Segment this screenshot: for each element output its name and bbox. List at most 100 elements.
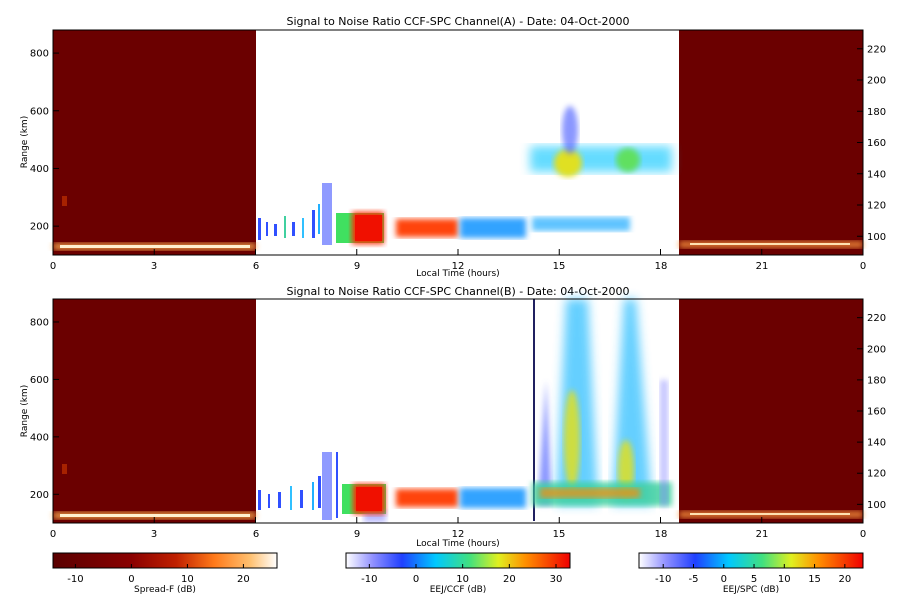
x-tick-label: 12 bbox=[452, 529, 465, 540]
panel-b-x-ticks: 0 3 6 9 12 15 18 21 0 bbox=[50, 529, 866, 540]
y-tick-label-right: 140 bbox=[867, 169, 886, 180]
panel-a-plot bbox=[52, 29, 864, 256]
panel-a-spreadf-band-right-core bbox=[690, 243, 850, 245]
panel-b-spc-divider bbox=[533, 299, 535, 521]
x-tick-label: 0 bbox=[50, 529, 56, 540]
x-tick-label: 9 bbox=[354, 529, 360, 540]
colorbar-tick-label: -10 bbox=[67, 574, 83, 585]
panel-b: Signal to Noise Ratio CCF-SPC Channel(B)… bbox=[20, 285, 886, 549]
y-tick-label-left: 400 bbox=[30, 164, 49, 175]
colorbar-spread-f-ticks: -10 0 10 20 bbox=[67, 564, 250, 585]
panel-a-spreadf-streak bbox=[62, 196, 67, 206]
colorbar-eej-spc-ticks: -10 -5 0 5 10 15 20 bbox=[655, 564, 851, 585]
colorbar-tick-label: 10 bbox=[181, 574, 194, 585]
colorbar-tick-label: -5 bbox=[688, 574, 698, 585]
panel-a-pulse-strip bbox=[322, 183, 332, 245]
colorbar-tick-label: -10 bbox=[361, 574, 377, 585]
panel-a-eej-band-blue bbox=[460, 218, 526, 238]
colorbar-tick-label: 0 bbox=[128, 574, 134, 585]
panel-a: Signal to Noise Ratio CCF-SPC Channel(A)… bbox=[20, 15, 886, 279]
x-tick-label: 0 bbox=[860, 261, 866, 272]
colorbar-eej-spc-gradient bbox=[638, 552, 864, 569]
colorbar-tick-label: 15 bbox=[808, 574, 821, 585]
colorbar-tick-label: 30 bbox=[550, 574, 563, 585]
x-tick-label: 3 bbox=[151, 529, 157, 540]
y-tick-label-right: 180 bbox=[867, 107, 886, 118]
panel-b-tick-marks bbox=[52, 317, 864, 523]
x-tick-label: 0 bbox=[860, 529, 866, 540]
colorbar-spread-f: -10 0 10 20 Spread-F (dB) bbox=[52, 552, 278, 595]
panel-b-spc-core-2 bbox=[564, 390, 580, 490]
y-tick-label-left: 600 bbox=[30, 375, 49, 386]
panel-a-spc-layer bbox=[530, 146, 672, 172]
colorbar-tick-label: 0 bbox=[413, 574, 419, 585]
panel-b-spreadf-band-right-core bbox=[690, 513, 850, 515]
panel-a-eej-core-solid bbox=[355, 215, 382, 241]
colorbar-eej-spc-label: EEJ/SPC (dB) bbox=[723, 585, 779, 595]
panel-b-spreadf-left bbox=[53, 299, 256, 523]
y-tick-label-right: 200 bbox=[867, 344, 886, 355]
y-tick-label-left: 800 bbox=[30, 317, 49, 328]
panel-a-tick-marks bbox=[52, 48, 864, 255]
colorbar-tick-label: 10 bbox=[456, 574, 469, 585]
panel-a-spc-blob-2 bbox=[616, 148, 640, 172]
panel-b-spreadf-band-left-core bbox=[60, 514, 250, 517]
colorbar-tick-label: 20 bbox=[503, 574, 516, 585]
panel-b-spreadf-right bbox=[679, 299, 863, 523]
y-tick-label-right: 100 bbox=[867, 500, 886, 511]
x-tick-label: 9 bbox=[354, 261, 360, 272]
panel-a-y-ticks-left: 200 400 600 800 bbox=[30, 49, 49, 233]
colorbar-tick-label: 10 bbox=[778, 574, 791, 585]
panel-a-spreadf-right bbox=[679, 30, 863, 255]
y-tick-label-left: 800 bbox=[30, 49, 49, 60]
panel-a-spc-lower bbox=[532, 217, 630, 231]
panel-b-pulse-strip bbox=[322, 452, 332, 520]
panel-a-x-axis-label: Local Time (hours) bbox=[416, 269, 499, 279]
colorbar-spread-f-label: Spread-F (dB) bbox=[134, 585, 196, 595]
panel-b-spreadf-streak bbox=[62, 464, 67, 474]
colorbar-eej-spc: -10 -5 0 5 10 15 20 EEJ/SPC (dB) bbox=[638, 552, 864, 595]
y-tick-label-right: 200 bbox=[867, 76, 886, 87]
colorbar-tick-label: -10 bbox=[655, 574, 671, 585]
panel-b-eej-band-red bbox=[396, 489, 458, 507]
colorbar-spread-f-gradient bbox=[52, 552, 278, 569]
x-tick-label: 18 bbox=[655, 261, 668, 272]
panel-a-spc-blob-1 bbox=[554, 149, 582, 177]
colorbar-tick-label: 20 bbox=[838, 574, 851, 585]
panel-b-spc-layer-hot bbox=[540, 488, 640, 498]
x-tick-label: 6 bbox=[253, 529, 259, 540]
colorbar-tick-label: 20 bbox=[237, 574, 250, 585]
x-tick-label: 0 bbox=[50, 261, 56, 272]
panel-a-eej-band-red bbox=[396, 219, 458, 237]
panel-a-sparse-echoes bbox=[258, 204, 320, 240]
x-tick-label: 15 bbox=[553, 261, 566, 272]
panel-a-x-ticks: 0 3 6 9 12 15 18 21 0 bbox=[50, 261, 866, 272]
panel-b-plot bbox=[52, 298, 864, 524]
y-tick-label-right: 140 bbox=[867, 438, 886, 449]
colorbar-tick-label: 0 bbox=[721, 574, 727, 585]
x-tick-label: 3 bbox=[151, 261, 157, 272]
y-tick-label-right: 120 bbox=[867, 469, 886, 480]
y-tick-label-left: 200 bbox=[30, 490, 49, 501]
panel-b-y-ticks-right: 100 120 140 160 180 200 220 bbox=[867, 313, 886, 511]
y-tick-label-right: 220 bbox=[867, 44, 886, 55]
panel-b-y-ticks-left: 200 400 600 800 bbox=[30, 317, 49, 500]
y-tick-label-right: 160 bbox=[867, 138, 886, 149]
y-tick-label-right: 120 bbox=[867, 201, 886, 212]
panel-b-spc-plume-1 bbox=[538, 380, 552, 505]
panel-b-eej-band-blue bbox=[460, 488, 526, 508]
y-tick-label-left: 400 bbox=[30, 432, 49, 443]
x-tick-label: 18 bbox=[655, 529, 668, 540]
panel-a-y-axis-label: Range (km) bbox=[20, 116, 30, 168]
x-tick-label: 21 bbox=[756, 529, 769, 540]
y-tick-label-right: 220 bbox=[867, 313, 886, 324]
panel-b-x-axis-label: Local Time (hours) bbox=[416, 539, 499, 549]
colorbar-eej-ccf-label: EEJ/CCF (dB) bbox=[430, 585, 487, 595]
colorbar-eej-ccf-gradient bbox=[345, 552, 571, 569]
panel-a-spreadf-band-left-core bbox=[60, 245, 250, 248]
panel-a-y-ticks-right: 100 120 140 160 180 200 220 bbox=[867, 44, 886, 243]
colorbar-eej-ccf-ticks: -10 0 10 20 30 bbox=[361, 564, 562, 585]
x-tick-label: 12 bbox=[452, 261, 465, 272]
x-tick-label: 21 bbox=[756, 261, 769, 272]
